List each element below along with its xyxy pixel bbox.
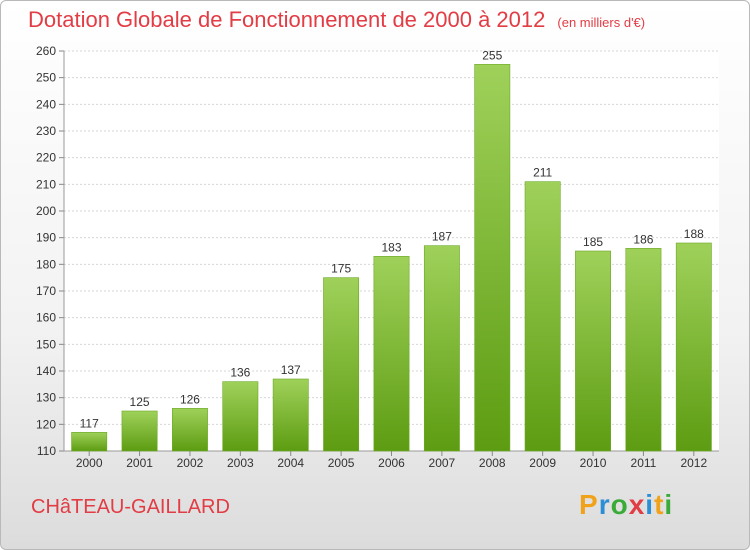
data-label: 137: [281, 363, 301, 377]
data-label: 185: [583, 235, 603, 249]
bar-layer: [71, 64, 712, 452]
bar-2003: [222, 381, 259, 452]
y-tick-label: 260: [36, 44, 56, 58]
x-tick-label: 2005: [328, 456, 355, 470]
bar-2012: [675, 242, 712, 452]
x-tick-label: 2011: [631, 456, 657, 470]
data-label: 136: [230, 366, 250, 380]
y-tick-label: 140: [36, 364, 56, 378]
proxiti-logo: Proxiti: [579, 489, 673, 521]
bar-2011: [625, 248, 662, 452]
label-layer: 110 120 130 140 150 160 170 180 190 200 210 220 230 2…: [36, 44, 708, 470]
y-tick-label: 220: [36, 151, 56, 165]
y-tick-label: 180: [36, 257, 56, 271]
data-label: 255: [482, 48, 502, 62]
bar-2001: [121, 410, 158, 452]
x-tick-label: 2009: [529, 456, 556, 470]
commune-name: CHâTEAU-GAILLARD: [31, 496, 230, 518]
logo-letter: o: [610, 489, 629, 520]
y-tick-label: 120: [36, 417, 56, 431]
bar-2005: [323, 277, 360, 452]
y-tick-label: 200: [36, 204, 56, 218]
data-label: 186: [633, 232, 653, 246]
data-label: 125: [130, 395, 150, 409]
chart-title: Dotation Globale de Fonctionnement de 20…: [28, 7, 645, 33]
x-tick-label: 2002: [177, 456, 204, 470]
y-tick-label: 160: [36, 311, 56, 325]
y-tick-label: 240: [36, 97, 56, 111]
data-label: 117: [80, 416, 99, 430]
data-label: 211: [533, 166, 552, 180]
y-tick-label: 210: [36, 177, 56, 191]
unit-label: (en milliers d'€): [557, 15, 646, 30]
y-tick-label: 130: [36, 391, 56, 405]
logo-letter: r: [598, 489, 611, 520]
bar-2007: [423, 245, 460, 452]
y-tick-label: 250: [36, 71, 56, 85]
bar-2008: [474, 64, 511, 452]
logo-letter: t: [654, 489, 665, 520]
x-tick-label: 2010: [580, 456, 607, 470]
data-label: 126: [180, 392, 200, 406]
logo-letter: i: [664, 489, 674, 520]
x-tick-label: 2001: [126, 456, 153, 470]
data-label: 183: [381, 240, 401, 254]
data-label: 187: [432, 230, 452, 244]
bar-2000: [71, 432, 108, 452]
bar-2002: [172, 408, 208, 452]
x-tick-label: 2004: [277, 456, 304, 470]
logo-letter: x: [628, 489, 646, 520]
bar-2006: [373, 256, 410, 452]
logo-letter: P: [579, 489, 599, 520]
bar-2004: [272, 378, 309, 452]
x-tick-label: 2000: [76, 456, 103, 470]
x-tick-label: 2008: [479, 456, 506, 470]
bar-2010: [575, 250, 611, 452]
y-tick-label: 170: [36, 284, 56, 298]
x-tick-label: 2003: [227, 456, 254, 470]
x-tick-label: 2012: [680, 456, 707, 470]
bar-2009: [524, 181, 561, 452]
title-text: Dotation Globale de Fonctionnement de 20…: [28, 7, 546, 32]
data-label: 188: [684, 227, 704, 241]
y-tick-label: 110: [37, 444, 56, 458]
data-label: 175: [331, 262, 351, 276]
y-tick-label: 150: [36, 337, 56, 351]
x-tick-label: 2007: [429, 456, 456, 470]
y-tick-label: 230: [36, 124, 56, 138]
y-tick-label: 190: [36, 231, 56, 245]
x-tick-label: 2006: [378, 456, 405, 470]
logo-letter: i: [645, 489, 655, 520]
